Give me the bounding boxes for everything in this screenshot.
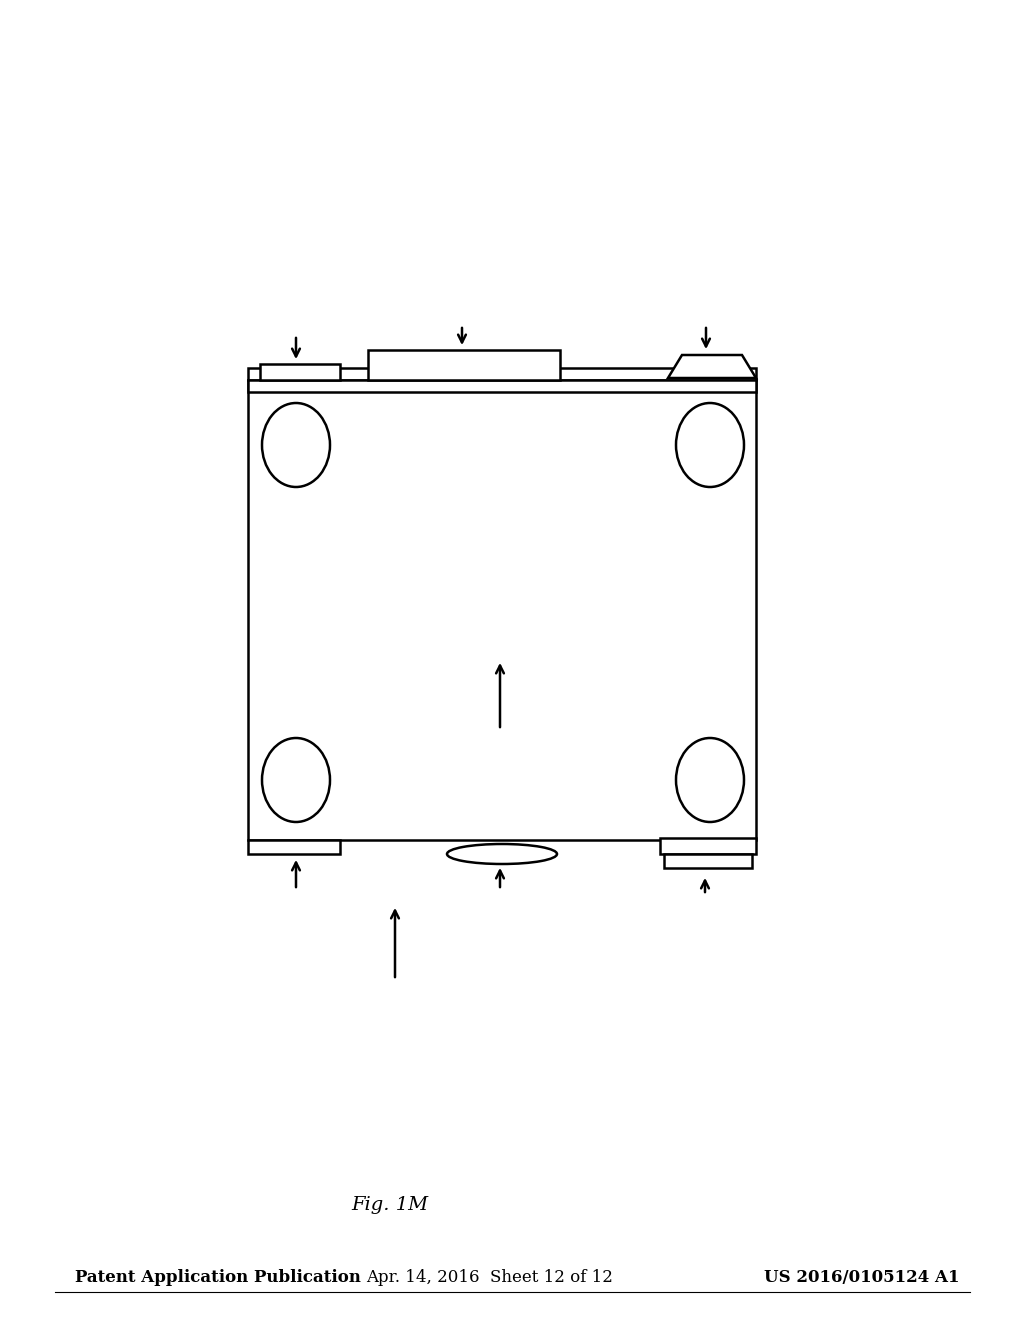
Bar [248, 380, 756, 840]
Text: US 2016/0105124 A1: US 2016/0105124 A1 [765, 1270, 961, 1287]
Bar [368, 350, 560, 380]
Ellipse shape [262, 738, 330, 822]
Ellipse shape [262, 403, 330, 487]
Polygon shape [668, 355, 756, 378]
Ellipse shape [676, 738, 744, 822]
Bar [248, 840, 340, 854]
Text: Fig. 1M: Fig. 1M [351, 1196, 429, 1214]
Bar [248, 380, 756, 392]
Ellipse shape [676, 403, 744, 487]
Ellipse shape [447, 843, 557, 865]
Bar [664, 854, 752, 869]
Bar [260, 364, 340, 380]
Bar [248, 368, 756, 380]
Bar [660, 838, 756, 854]
Text: Patent Application Publication: Patent Application Publication [75, 1270, 360, 1287]
Text: Apr. 14, 2016  Sheet 12 of 12: Apr. 14, 2016 Sheet 12 of 12 [367, 1270, 613, 1287]
